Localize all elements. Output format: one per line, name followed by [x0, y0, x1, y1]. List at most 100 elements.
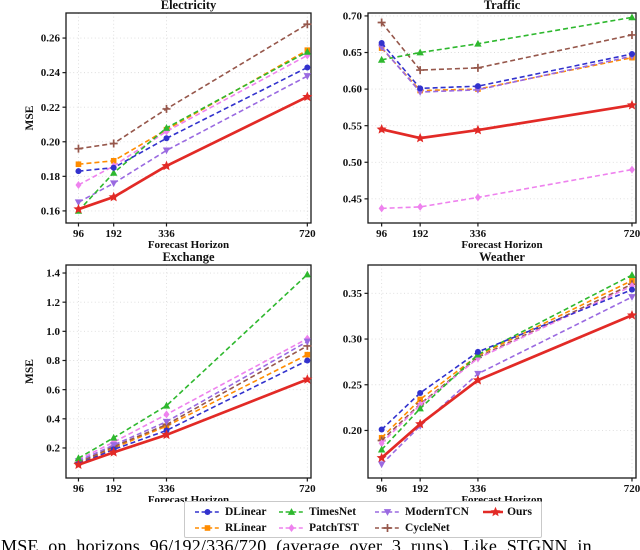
- x-tick-label: 336: [158, 228, 175, 240]
- legend-label: CycleNet: [405, 522, 450, 534]
- y-tick-label: 0.4: [46, 413, 60, 425]
- y-tick-label: 0.2: [46, 443, 60, 455]
- plot-frame: [367, 264, 637, 479]
- legend-marker-diamond-icon: [279, 524, 304, 532]
- chart-canvas-electricity: 96 192 336 720 0.16 0.18 0.20 0.22 0.24 0.26 Elect…: [24, 0, 316, 251]
- chart-title: Exchange: [162, 252, 215, 264]
- series-dlinear: [75, 64, 311, 175]
- series-ours: [376, 309, 638, 463]
- legend-item-timesnet: TimesNet: [278, 505, 374, 519]
- y-tick-label: 0.50: [343, 157, 363, 169]
- y-tick-label: 0.8: [46, 355, 60, 367]
- x-tick-label: 96: [376, 483, 388, 495]
- y-tick-label: 0.60: [343, 84, 363, 96]
- series-cyclenet: [377, 280, 636, 445]
- legend-item-patchtst: PatchTST: [278, 521, 374, 535]
- x-axis-label: Forecast Horizon: [148, 239, 229, 250]
- x-tick-label: 720: [624, 228, 640, 240]
- x-tick-label: 336: [470, 228, 487, 240]
- y-tick-label: 0.16: [41, 206, 61, 218]
- y-tick-label: 0.70: [343, 11, 363, 23]
- x-tick-label: 192: [105, 483, 122, 495]
- legend-label: RLinear: [225, 522, 267, 534]
- legend-item-rlinear: RLinear: [194, 521, 278, 535]
- axes: 96 192 336 720 0.45 0.50 0.55 0.60 0.65 0.70: [343, 11, 640, 240]
- y-tick-label: 0.26: [41, 33, 61, 45]
- y-tick-label: 0.24: [41, 67, 61, 79]
- chart-canvas-weather: 96 192 336 7200.200.250.300.35WeatherForeca…: [343, 250, 640, 506]
- series-moderntcn: [377, 294, 636, 469]
- y-tick-label: 0.30: [343, 334, 363, 346]
- series-ours: [376, 99, 638, 143]
- y-tick-label: 0.20: [343, 425, 363, 437]
- plot-frame: [367, 12, 637, 224]
- y-tick-label: 0.45: [343, 193, 363, 205]
- legend-item-ours: Ours: [482, 505, 532, 519]
- y-tick-label: 0.25: [343, 379, 363, 391]
- series-patchtst: [378, 165, 635, 213]
- y-tick-label: 1.4: [46, 268, 60, 280]
- y-axis-label: MSE: [24, 105, 36, 130]
- chart-electricity: 96 192 336 720 0.16 0.18 0.20 0.22 0.24 0.26 Elect…: [20, 0, 320, 255]
- series-timesnet: [74, 270, 312, 462]
- x-tick-label: 336: [470, 483, 487, 495]
- legend-marker-star-icon: [483, 506, 504, 517]
- axes: 96 192 336 720 0.20 0.25 0.30 0.35: [343, 288, 640, 495]
- legend-item-cyclenet: CycleNet: [374, 521, 482, 535]
- series-ours: [73, 374, 313, 470]
- series-cyclenet: [74, 20, 312, 153]
- chart-title: Weather: [479, 252, 525, 264]
- y-tick-label: 0.35: [343, 288, 363, 300]
- legend: DLinear TimesNet ModernTCN Ours RLinear Patch…: [184, 501, 542, 538]
- plot-frame: [65, 12, 312, 224]
- y-tick-label: 0.18: [41, 171, 61, 183]
- y-tick-label: 0.55: [343, 120, 363, 132]
- legend-item-dlinear: DLinear: [194, 505, 278, 519]
- x-tick-label: 192: [105, 228, 122, 240]
- chart-weather: 96 192 336 720 0.20 0.25 0.30 0.35 Weather Foreca…: [325, 250, 640, 507]
- legend-marker-plus-icon: [375, 524, 400, 532]
- x-tick-label: 192: [412, 228, 429, 240]
- series-dlinear: [378, 40, 635, 92]
- chart-traffic: 96 192 336 720 0.45 0.50 0.55 0.60 0.65 0.70 Traff…: [325, 0, 640, 255]
- y-tick-label: 1.0: [46, 326, 60, 338]
- plot-frame: [65, 264, 312, 479]
- grid: [66, 265, 311, 478]
- y-tick-label: 0.20: [41, 136, 61, 148]
- chart-exchange: 96 192 336 720 0.2 0.4 0.6 0.8 1.0 1.2 1.4 Exchange…: [20, 250, 320, 507]
- legend-label: DLinear: [225, 506, 267, 518]
- series-cyclenet: [377, 18, 636, 75]
- legend-marker-triangle-down-icon: [375, 509, 400, 516]
- series-ours: [73, 91, 313, 214]
- series-moderntcn: [74, 338, 312, 465]
- figure-caption: MSE on horizons 96/192/336/720 (average …: [1, 536, 592, 550]
- grid: [368, 265, 636, 478]
- x-tick-label: 96: [73, 228, 85, 240]
- legend-label: PatchTST: [309, 522, 359, 534]
- x-axis-label: Forecast Horizon: [461, 239, 542, 250]
- chart-title: Traffic: [484, 0, 521, 12]
- series-dlinear: [378, 286, 635, 433]
- y-tick-label: 1.2: [46, 297, 60, 309]
- axes: 96 192 336 720 0.16 0.18 0.20 0.22 0.24 0.26: [41, 33, 316, 240]
- legend-label: ModernTCN: [405, 506, 469, 518]
- legend-marker-triangle-up-icon: [279, 508, 304, 515]
- chart-canvas-traffic: 96 192 336 720 0.45 0.50 0.55 0.60 0.65 0.70 Traff…: [343, 0, 640, 251]
- grid: [368, 13, 636, 223]
- legend-marker-square-icon: [195, 525, 220, 531]
- x-tick-label: 192: [412, 483, 429, 495]
- y-axis-label: MSE: [24, 359, 36, 384]
- legend-label: TimesNet: [309, 506, 357, 518]
- x-tick-label: 96: [73, 483, 85, 495]
- x-tick-label: 720: [299, 483, 316, 495]
- series-patchtst: [75, 334, 311, 464]
- y-tick-label: 0.65: [343, 47, 363, 59]
- legend-marker-circle-icon: [195, 509, 220, 515]
- x-tick-label: 96: [376, 228, 388, 240]
- legend-item-moderntcn: ModernTCN: [374, 505, 482, 519]
- chart-canvas-exchange: 96 192 336 720 0.2 0.4 0.6 0.8 1.0 1.2 1.4 Exchange…: [24, 250, 316, 506]
- x-tick-label: 720: [299, 228, 316, 240]
- x-tick-label: 336: [158, 483, 175, 495]
- chart-title: Electricity: [161, 0, 217, 12]
